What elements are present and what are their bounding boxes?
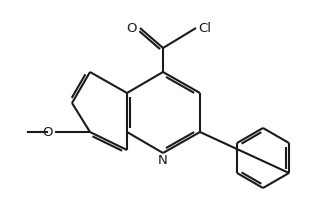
Text: O: O <box>13 125 23 138</box>
Text: Cl: Cl <box>198 21 211 34</box>
Text: O: O <box>43 125 53 138</box>
Text: N: N <box>158 153 168 166</box>
Text: methoxy: methoxy <box>20 131 26 132</box>
Text: O: O <box>126 21 137 34</box>
